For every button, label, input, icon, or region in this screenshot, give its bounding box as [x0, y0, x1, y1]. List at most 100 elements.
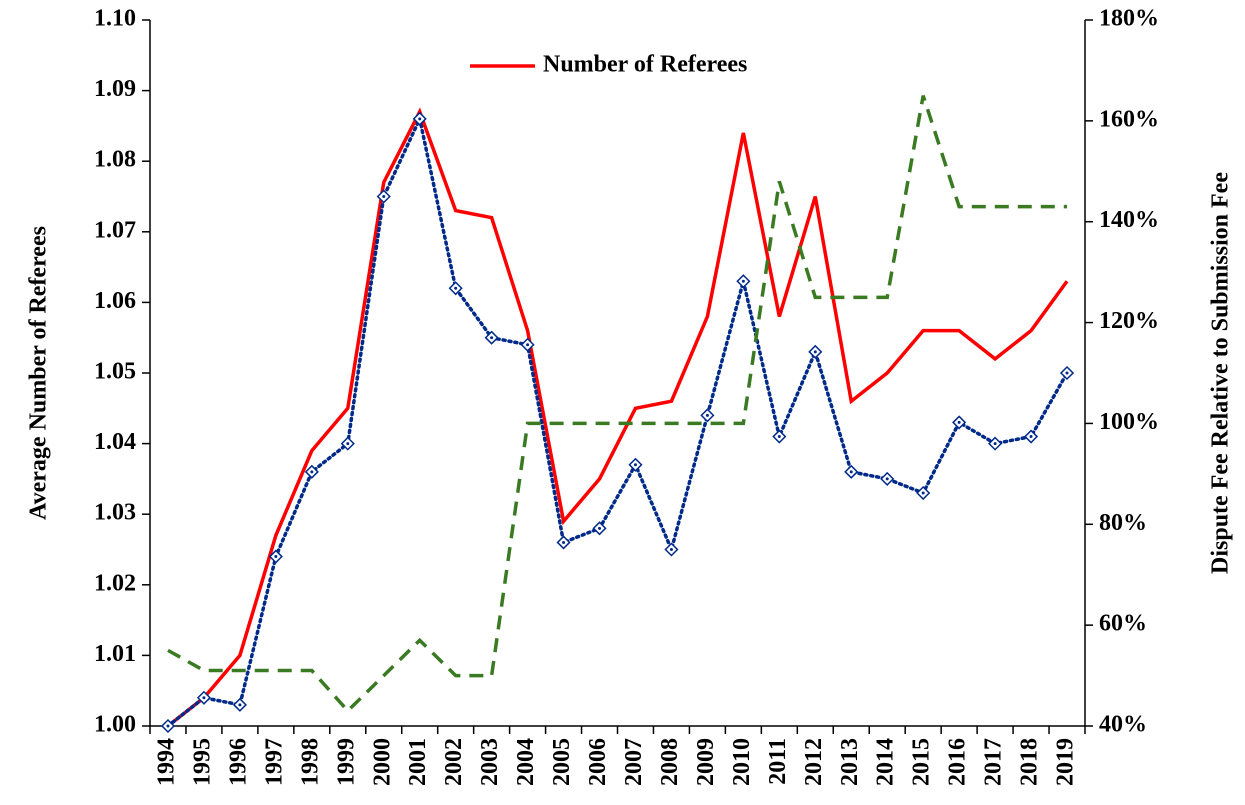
y2-tick-label: 160%	[1099, 106, 1159, 132]
y-tick-label: 1.07	[94, 217, 136, 243]
x-tick-label: 2002	[441, 738, 467, 786]
point-dot	[202, 696, 206, 700]
x-tick-label: 2004	[513, 738, 539, 786]
x-tick-label: 2014	[873, 738, 899, 786]
series-line	[166, 113, 1069, 728]
y-tick-label: 1.08	[94, 147, 136, 173]
y-tick-label: 1.06	[94, 288, 136, 314]
x-tick-label: 1999	[333, 738, 359, 786]
point-dot	[777, 435, 781, 439]
y-tick-label: 1.02	[94, 570, 136, 596]
point	[736, 274, 751, 289]
point-dot	[921, 491, 925, 495]
x-tick-label: 2006	[585, 738, 611, 786]
x-tick-label: 2005	[549, 738, 575, 786]
x-tick-label: 2015	[909, 738, 935, 786]
y-axis-label: Average Number of Referees	[26, 226, 52, 520]
point	[988, 436, 1003, 451]
series-line	[167, 95, 1068, 714]
x-tick-label: 2018	[1017, 738, 1043, 786]
point	[376, 189, 391, 204]
x-tick-label: 2009	[693, 738, 719, 786]
point	[1059, 365, 1075, 381]
point-dot	[705, 413, 709, 417]
point	[772, 429, 787, 444]
x-tick-label: 2003	[477, 738, 503, 786]
x-tick-label: 2011	[765, 738, 791, 785]
point	[844, 464, 859, 479]
point	[700, 408, 715, 423]
point-dot	[1029, 435, 1033, 439]
point	[556, 535, 571, 550]
y2-tick-label: 100%	[1099, 409, 1159, 435]
y2-tick-label: 120%	[1099, 308, 1159, 334]
x-tick-label: 2001	[405, 738, 431, 786]
point-dot	[669, 548, 673, 551]
x-tick-label: 1998	[297, 738, 323, 786]
point	[808, 344, 823, 359]
x-tick-label: 2016	[945, 738, 971, 786]
y-tick-label: 1.10	[94, 6, 136, 32]
point-dot	[993, 442, 997, 446]
y-tick-label: 1.09	[94, 76, 136, 102]
point-dot	[490, 336, 494, 340]
point-dot	[526, 343, 530, 347]
x-tick-label: 2000	[369, 738, 395, 786]
point-dot	[849, 470, 853, 474]
x-tick-label: 2019	[1053, 738, 1079, 786]
point-dot	[454, 286, 458, 290]
y2-tick-label: 180%	[1099, 6, 1159, 32]
y2-tick-label: 140%	[1099, 207, 1159, 233]
point-dot	[346, 442, 350, 446]
point	[160, 718, 176, 734]
y2-tick-label: 80%	[1099, 510, 1147, 536]
point	[232, 697, 247, 712]
point-dot	[310, 470, 314, 474]
point	[520, 337, 535, 352]
point-dot	[274, 555, 278, 559]
point-dot	[418, 117, 422, 121]
point	[628, 457, 643, 472]
point	[484, 330, 499, 345]
point-dot	[633, 463, 637, 467]
point-dot	[813, 350, 817, 354]
point-dot	[382, 195, 386, 198]
point	[592, 521, 607, 536]
y-tick-label: 1.00	[94, 712, 136, 738]
y2-tick-label: 60%	[1099, 611, 1147, 637]
x-tick-label: 1996	[225, 738, 251, 786]
y2-axis-label: Dispute Fee Relative to Submission Fee	[1208, 172, 1234, 574]
point-dot	[1065, 371, 1069, 375]
y-tick-label: 1.01	[94, 641, 136, 667]
x-tick-label: 2017	[981, 738, 1007, 786]
point-dot	[957, 420, 961, 424]
x-tick-label: 2010	[729, 738, 755, 786]
point	[952, 415, 967, 430]
point	[268, 549, 283, 564]
x-tick-label: 1995	[189, 738, 215, 786]
x-tick-label: 2007	[621, 738, 647, 786]
point-dot	[562, 540, 566, 544]
point	[340, 436, 355, 451]
y-tick-label: 1.03	[94, 500, 136, 526]
x-tick-label: 2013	[837, 738, 863, 786]
point-dot	[598, 526, 602, 530]
point	[880, 471, 895, 486]
legend-label: Number of Referees	[543, 52, 747, 78]
point	[1023, 429, 1039, 444]
x-tick-label: 2012	[801, 738, 827, 786]
point	[196, 690, 212, 705]
point	[448, 281, 463, 296]
point-dot	[885, 477, 889, 481]
point	[664, 542, 679, 557]
point-dot	[166, 724, 170, 728]
series-line	[166, 107, 1069, 728]
y-tick-label: 1.05	[94, 359, 136, 385]
x-tick-label: 1997	[261, 738, 287, 786]
x-tick-label: 1994	[153, 738, 179, 786]
x-tick-label: 2008	[657, 738, 683, 786]
point-dot	[238, 703, 242, 707]
point	[304, 464, 319, 479]
